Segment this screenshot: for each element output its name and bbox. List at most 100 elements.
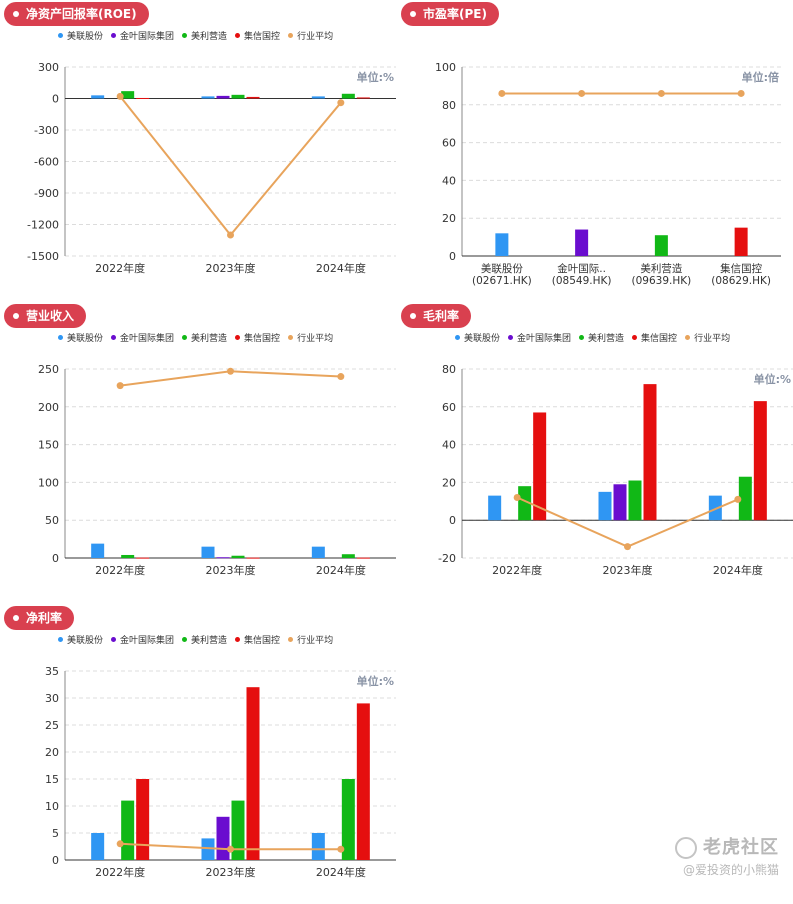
legend-dot-icon: [182, 32, 188, 38]
legend-item[interactable]: 集信国控: [235, 633, 280, 646]
average-point: [624, 543, 631, 551]
legend-label: 集信国控: [244, 635, 281, 646]
legend-item[interactable]: 集信国控: [235, 331, 280, 344]
x-tick-label: 2023年度: [206, 261, 256, 275]
average-point: [737, 89, 745, 97]
legend-item[interactable]: 行业平均: [685, 331, 730, 344]
legend-item[interactable]: 金叶国际集团: [111, 29, 174, 42]
bar-美联股份: [91, 543, 105, 558]
bar-美联股份: [598, 491, 612, 521]
bar-金叶国际集团: [216, 95, 230, 99]
x-tick-label: 集信国控: [720, 262, 762, 275]
legend-label: 美利营造: [588, 333, 625, 344]
average-point: [337, 99, 345, 107]
legend-item[interactable]: 金叶国际集团: [111, 633, 174, 646]
legend-item[interactable]: 美利营造: [182, 633, 227, 646]
y-tick-label: -1200: [27, 219, 59, 232]
y-tick-label: 250: [38, 363, 59, 376]
legend-item[interactable]: 行业平均: [288, 633, 333, 646]
bar: [734, 227, 748, 256]
y-tick-label: 60: [442, 401, 456, 414]
legend-item[interactable]: 行业平均: [288, 331, 333, 344]
y-tick-label: 0: [449, 250, 456, 263]
legend-label: 美联股份: [67, 635, 104, 646]
legend-label: 美利营造: [191, 333, 228, 344]
legend-dot-icon: [685, 334, 691, 340]
bar-美联股份: [311, 833, 325, 860]
gross-margin-chart: 80 60 40 20 0 -20 单位:% 2022年度 2023年度 2024年度: [438, 363, 793, 577]
average-point: [734, 495, 742, 503]
bar-美联股份: [708, 495, 722, 521]
average-line: [119, 95, 342, 237]
x-tick-label: (08549.HK): [552, 275, 612, 287]
average-line: [516, 496, 739, 548]
bar-集信国控: [136, 779, 150, 860]
legend-item[interactable]: 金叶国际集团: [508, 331, 571, 344]
legend-item[interactable]: 美利营造: [579, 331, 624, 344]
legend-label: 集信国控: [244, 31, 281, 42]
legend-item[interactable]: 金叶国际集团: [111, 331, 174, 344]
y-tick-label: 80: [442, 99, 456, 112]
y-tick-label: 40: [442, 174, 456, 187]
legend-label: 行业平均: [694, 333, 731, 344]
x-tick-label: 2024年度: [316, 261, 366, 275]
bar: [575, 229, 589, 256]
legend-item[interactable]: 集信国控: [632, 331, 677, 344]
legend-item[interactable]: 美联股份: [455, 331, 500, 344]
tiger-logo-icon: [675, 837, 697, 859]
bar-集信国控: [356, 97, 370, 99]
legend-item[interactable]: 行业平均: [288, 29, 333, 42]
bar-美利营造: [341, 93, 355, 99]
average-point: [498, 89, 506, 97]
bar-集信国控: [533, 412, 547, 521]
x-tick-label: 2024年度: [316, 563, 366, 577]
legend-item[interactable]: 美联股份: [58, 331, 103, 344]
x-tick-label: (08629.HK): [711, 275, 771, 287]
legend-item[interactable]: 美利营造: [182, 331, 227, 344]
legend-dot-icon: [579, 334, 585, 340]
legend-label: 美联股份: [67, 333, 104, 344]
y-tick-label: 0: [52, 93, 59, 106]
y-tick-label: 0: [52, 854, 59, 867]
x-tick-label: 2022年度: [492, 563, 542, 577]
y-tick-label: 60: [442, 137, 456, 150]
x-tick-label: 2022年度: [95, 865, 145, 879]
legend-dot-icon: [235, 32, 241, 38]
y-tick-label: 100: [38, 476, 59, 489]
average-point: [337, 373, 345, 381]
bar-集信国控: [643, 384, 657, 521]
roe-chart: 300 0 -300 -600 -900 -1200 -1500 单位:% 2022年度 2023…: [27, 61, 396, 275]
net-margin-panel: 净利率 美联股份 金叶国际集团 美利营造 集信国控 行业平均 35 30 25 20 15 10 5…: [0, 604, 396, 904]
legend-item[interactable]: 美联股份: [58, 633, 103, 646]
legend-dot-icon: [111, 636, 117, 642]
legend-item[interactable]: 集信国控: [235, 29, 280, 42]
legend-dot-icon: [58, 636, 63, 642]
y-tick-label: 200: [38, 401, 59, 414]
x-tick-label: 2024年度: [713, 563, 763, 577]
x-tick-label: 金叶国际..: [557, 262, 606, 275]
legend-label: 美利营造: [191, 31, 228, 42]
bar-集信国控: [356, 703, 370, 860]
y-tick-label: 80: [442, 363, 456, 376]
net-margin-legend: 美联股份 金叶国际集团 美利营造 集信国控 行业平均: [58, 633, 333, 646]
unit-label: 单位:%: [754, 372, 791, 386]
revenue-panel: 营业收入 美联股份 金叶国际集团 美利营造 集信国控 行业平均 250 200 150 100…: [0, 302, 396, 602]
legend-dot-icon: [58, 334, 63, 340]
revenue-legend: 美联股份 金叶国际集团 美利营造 集信国控 行业平均: [58, 331, 333, 344]
bar-美联股份: [201, 546, 215, 558]
x-tick-label: 2022年度: [95, 563, 145, 577]
bar-美利营造: [231, 555, 245, 558]
bar-集信国控: [356, 557, 370, 559]
roe-panel: 净资产回报率(ROE) 美联股份 金叶国际集团 美利营造 集信国控 行业平均 300 0 -…: [0, 0, 396, 300]
unit-label: 单位:%: [357, 70, 394, 84]
bar: [654, 235, 668, 256]
y-tick-label: 40: [442, 439, 456, 452]
bar-集信国控: [246, 687, 260, 860]
x-tick-label: 2022年度: [95, 261, 145, 275]
bar-美利营造: [738, 476, 752, 521]
legend-item[interactable]: 美利营造: [182, 29, 227, 42]
y-tick-label: -1500: [27, 250, 59, 263]
bar-美利营造: [341, 779, 355, 860]
legend-item[interactable]: 美联股份: [58, 29, 103, 42]
legend-label: 美联股份: [464, 333, 501, 344]
